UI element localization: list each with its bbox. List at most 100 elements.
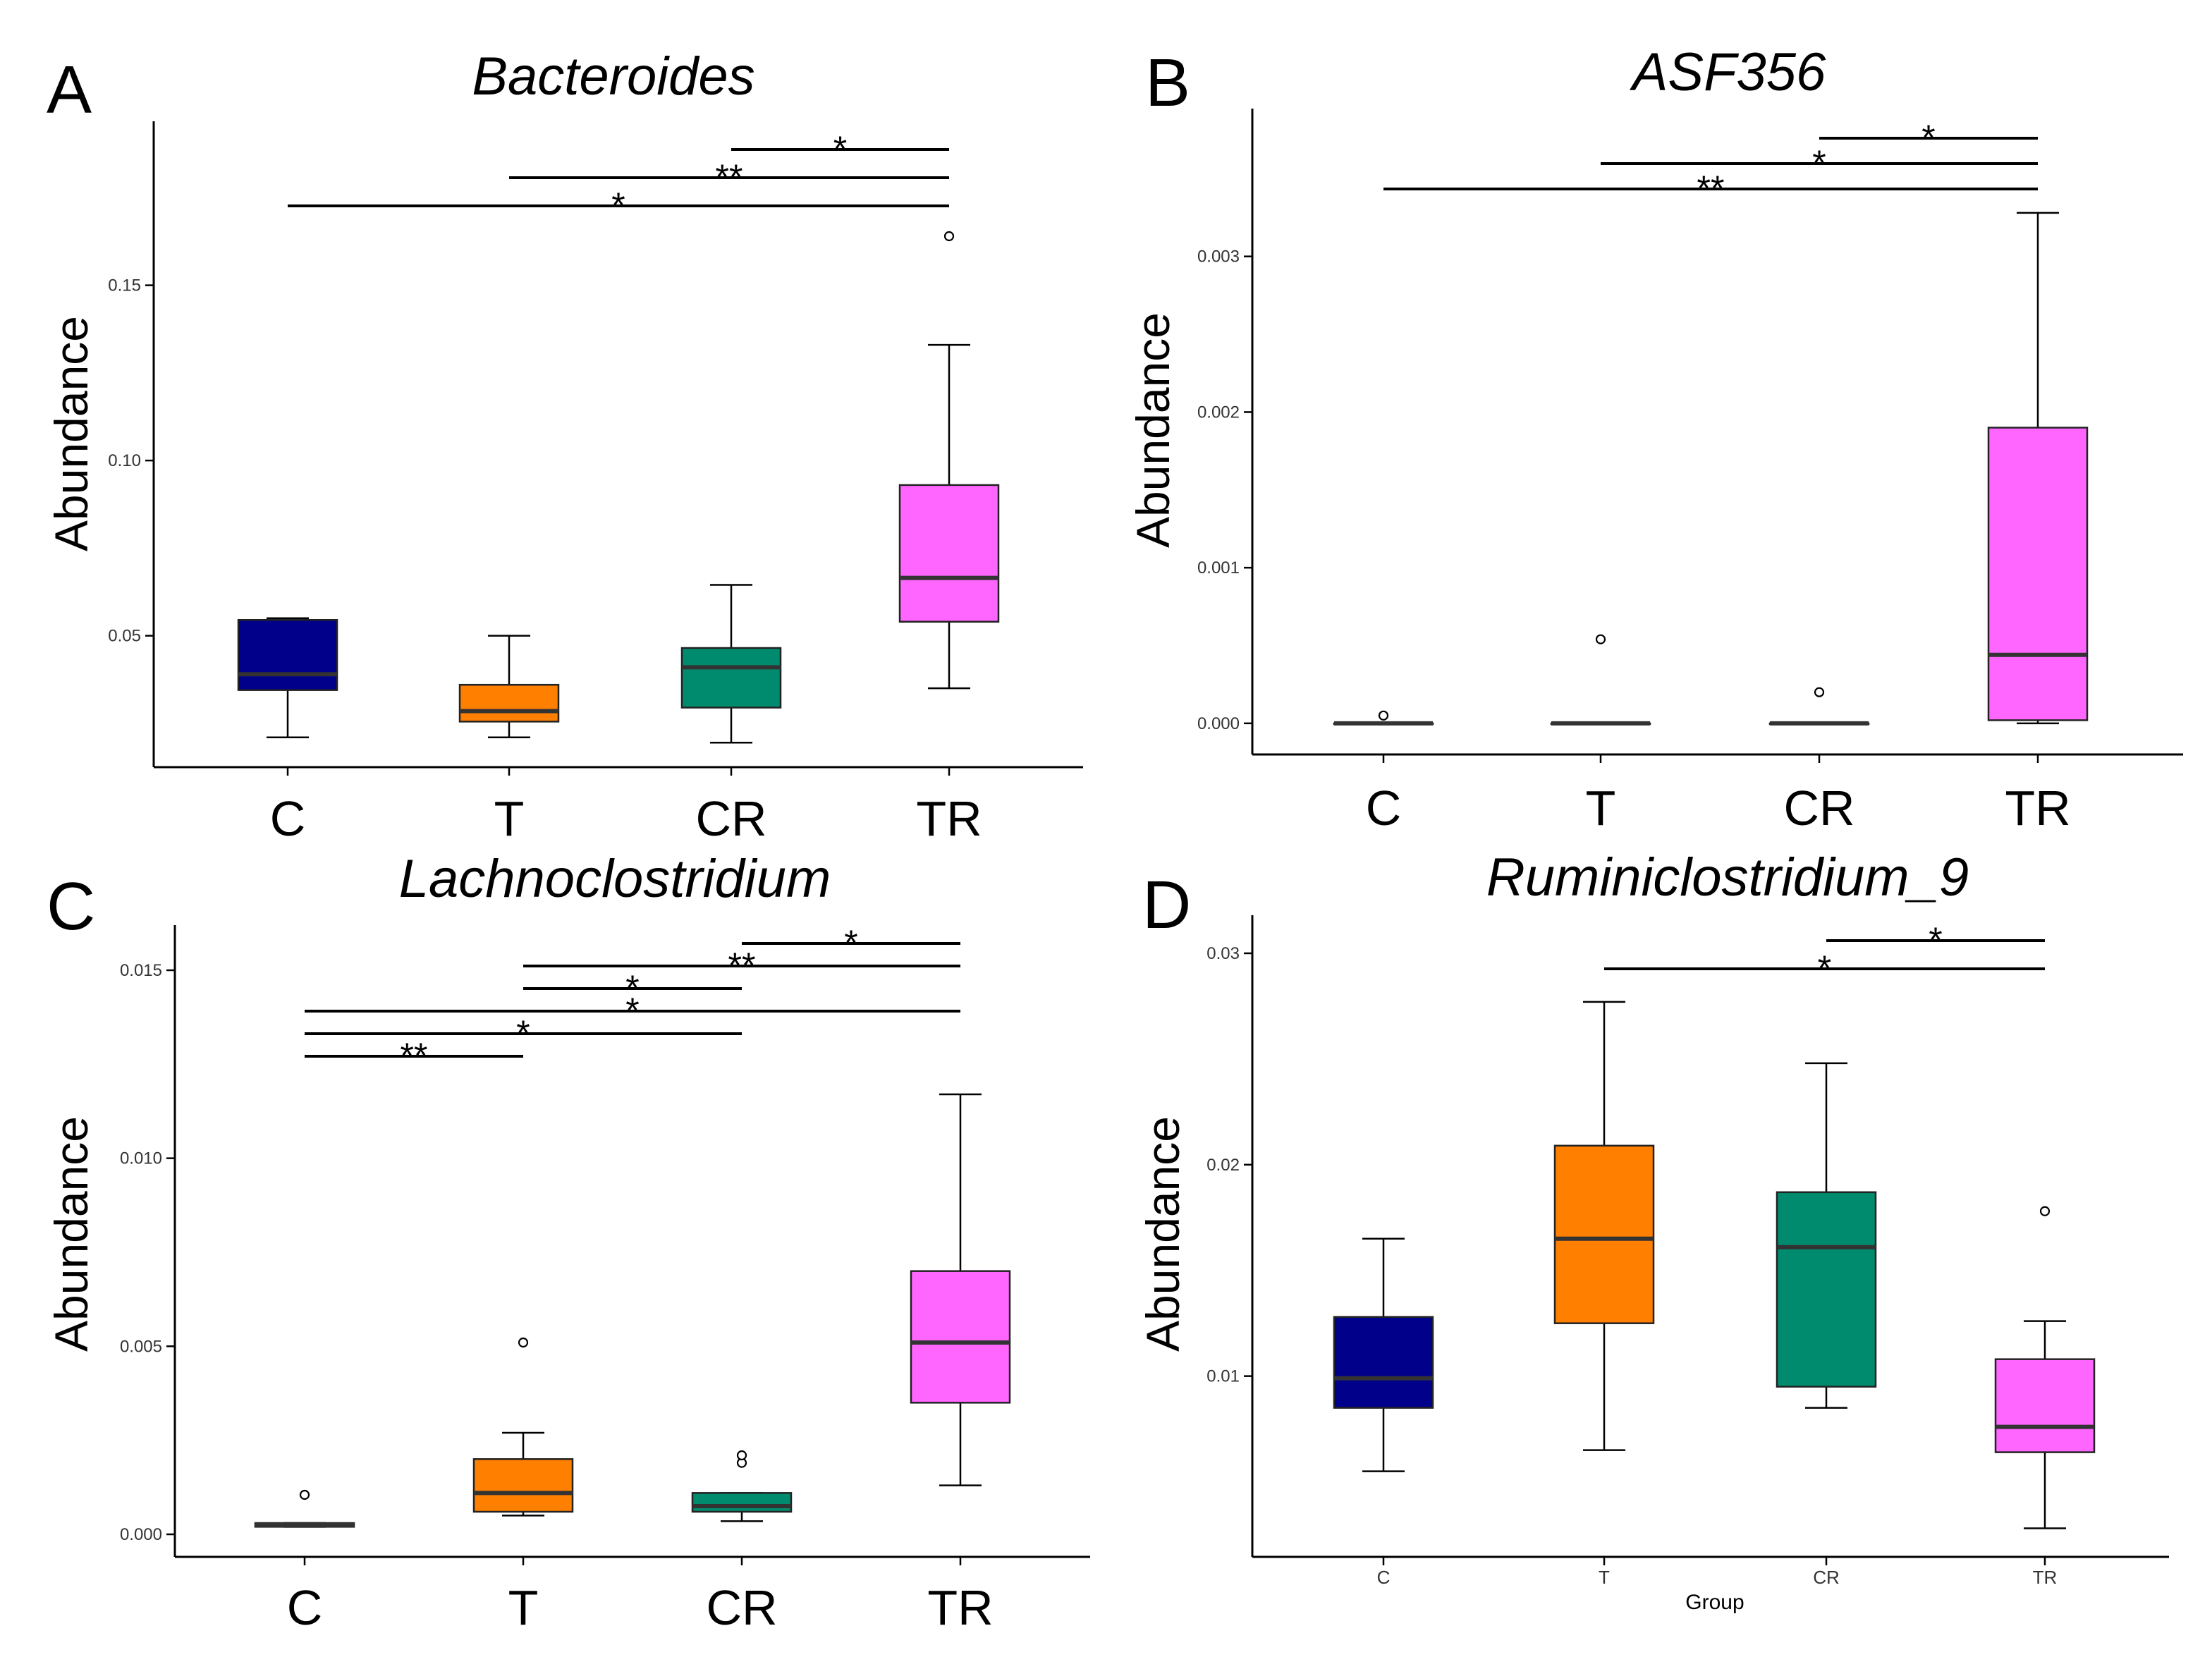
chart-title-d: Ruminiclostridium_9 [1486, 848, 1969, 907]
y-tick-label-c: 0.010 [120, 1149, 162, 1168]
y-tick-label-b: 0.003 [1197, 247, 1240, 267]
panel-letter-b: B [1145, 45, 1190, 121]
y-tick-label-d: 0.02 [1206, 1156, 1240, 1175]
outlier-point [736, 1450, 747, 1461]
box-c-t [472, 1337, 574, 1517]
x-categories-c: C T CR TR [287, 1557, 994, 1635]
x-axis-label-d: Group [1685, 1591, 1744, 1614]
x-category-label-c: T [508, 1580, 539, 1635]
x-category-label-b: C [1366, 781, 1402, 836]
significance-label-b: * [1921, 118, 1935, 157]
y-ticks-c: 0.000 0.005 0.010 0.015 [120, 961, 175, 1544]
y-axis-label-c: Abundance [45, 1116, 97, 1352]
significance-label-c: ** [728, 946, 756, 985]
box-d-cr [1776, 1062, 1877, 1409]
significance-label-c: * [625, 991, 639, 1030]
x-category-label-c: C [287, 1580, 323, 1635]
box-a-tr [898, 231, 1000, 690]
iqr-box [898, 484, 1000, 623]
y-ticks-b: 0.000 0.001 0.002 0.003 [1197, 247, 1252, 733]
y-tick-label-b: 0.000 [1197, 714, 1240, 733]
significance-b: **** [1383, 118, 2038, 208]
significance-label-a: * [833, 129, 847, 169]
box-b-cr [1768, 687, 1870, 726]
box-b-tr [1987, 212, 2089, 725]
iqr-box [458, 683, 560, 723]
box-a-c [237, 617, 338, 739]
boxes-c [254, 1093, 1011, 1528]
y-tick-label-b: 0.002 [1197, 403, 1240, 422]
iqr-box [1994, 1358, 2096, 1453]
significance-label-a: * [611, 185, 625, 225]
x-category-label-b: CR [1783, 781, 1854, 836]
iqr-box [680, 647, 782, 709]
panel-letter-a: A [47, 52, 92, 128]
significance-label-c: * [625, 968, 639, 1008]
iqr-box [1987, 427, 2089, 721]
y-tick-label-c: 0.005 [120, 1337, 162, 1356]
significance-d: ** [1604, 920, 2045, 988]
panel-c: C Lachnoclostridium Abundance 0.000 0.005… [45, 849, 1090, 1635]
iqr-box [1333, 1316, 1434, 1409]
y-tick-label-c: 0.015 [120, 961, 162, 980]
box-c-cr [691, 1450, 793, 1522]
outlier-point [943, 231, 955, 242]
box-b-t [1550, 634, 1651, 726]
outlier-point [1595, 634, 1606, 644]
box-a-cr [680, 584, 782, 744]
y-axis-label-a: Abundance [45, 316, 97, 551]
x-category-label-d: CR [1813, 1567, 1840, 1588]
x-category-label-c: CR [706, 1580, 777, 1635]
x-categories-a: C T CR TR [270, 767, 982, 846]
x-categories-d: C T CR TR [1377, 1557, 2058, 1588]
significance-label-c: * [844, 923, 857, 962]
x-category-label-b: T [1586, 781, 1616, 836]
chart-title-c: Lachnoclostridium [399, 849, 831, 909]
y-axis-label-b: Abundance [1127, 312, 1179, 548]
box-d-tr [1994, 1206, 2096, 1529]
iqr-box [472, 1458, 574, 1513]
x-category-label-b: TR [2005, 781, 2070, 836]
x-category-label-d: C [1377, 1567, 1391, 1588]
box-c-c [254, 1489, 355, 1528]
panel-letter-d: D [1142, 867, 1191, 943]
chart-title-a: Bacteroides [472, 47, 754, 106]
y-tick-label-b: 0.001 [1197, 558, 1240, 577]
iqr-box [691, 1492, 793, 1513]
x-category-label-c: TR [927, 1580, 993, 1635]
panel-letter-c: C [47, 869, 95, 944]
x-category-label-a: T [494, 791, 525, 846]
x-categories-b: C T CR TR [1366, 754, 2071, 836]
y-tick-label-d: 0.03 [1206, 944, 1240, 963]
iqr-box [237, 619, 338, 691]
y-ticks-d: 0.01 0.02 0.03 [1206, 944, 1252, 1386]
x-category-label-d: T [1599, 1567, 1610, 1588]
box-b-c [1333, 710, 1434, 726]
significance-label-d: * [1929, 920, 1942, 960]
y-ticks-a: 0.05 0.10 0.15 [108, 276, 154, 646]
significance-a: **** [288, 129, 949, 225]
significance-label-a: ** [716, 157, 743, 197]
significance-c: ******** [305, 923, 960, 1075]
significance-label-b: * [1812, 143, 1826, 183]
y-tick-label-a: 0.05 [108, 627, 141, 646]
outlier-point [1814, 687, 1825, 697]
x-category-label-a: C [270, 791, 306, 846]
significance-label-c: * [516, 1013, 530, 1053]
box-c-tr [910, 1093, 1011, 1486]
iqr-box [1776, 1191, 1877, 1388]
box-d-t [1553, 1001, 1655, 1451]
y-tick-label-a: 0.15 [108, 276, 141, 295]
box-d-c [1333, 1237, 1434, 1472]
iqr-box [1553, 1144, 1655, 1324]
panel-d: D Ruminiclostridium_9 Abundance Group 0.… [1137, 848, 2169, 1614]
iqr-box [910, 1270, 1011, 1404]
y-tick-label-a: 0.10 [108, 451, 141, 470]
y-tick-label-c: 0.000 [120, 1525, 162, 1544]
significance-label-b: ** [1697, 169, 1725, 208]
x-category-label-d: TR [2033, 1567, 2058, 1588]
box-a-t [458, 635, 560, 739]
x-category-label-a: CR [695, 791, 766, 846]
outlier-point [299, 1489, 310, 1500]
